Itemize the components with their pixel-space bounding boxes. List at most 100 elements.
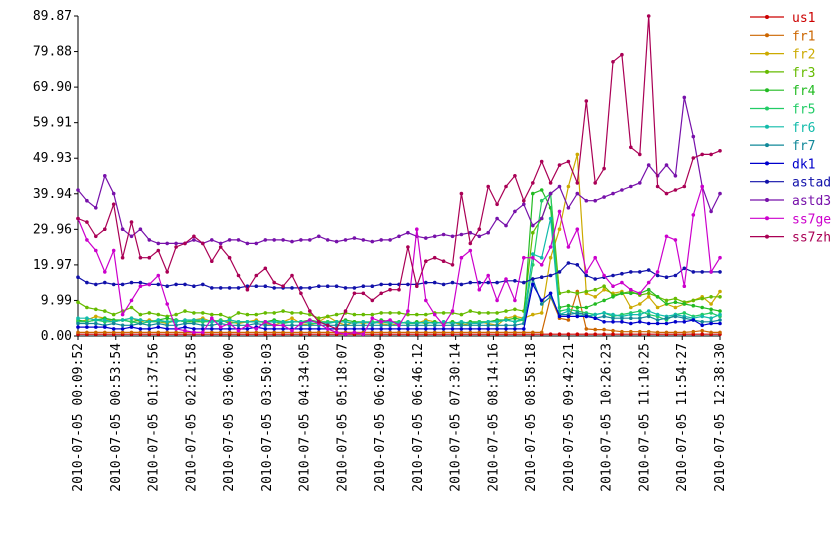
- data-point-fr4: [682, 302, 687, 306]
- data-point-ss7zh: [620, 52, 624, 57]
- legend-label: fr3: [792, 66, 815, 81]
- data-point-ss7ge: [566, 245, 571, 249]
- data-point-fr1: [611, 328, 615, 333]
- x-tick-label: 2010-07-05 00:09:52: [71, 343, 86, 492]
- data-point-ss7ge: [290, 328, 294, 333]
- data-point-astd3: [388, 238, 392, 242]
- legend-item-fr7: fr7: [750, 139, 815, 154]
- data-point-ss7ge: [352, 330, 357, 335]
- data-point-ss7zh: [111, 202, 116, 207]
- data-point-dk1: [210, 327, 214, 331]
- data-point-ss7zh: [272, 280, 277, 285]
- data-point-fr6: [548, 216, 553, 221]
- data-point-fr1: [138, 330, 143, 335]
- data-point-fr2: [531, 312, 535, 317]
- data-point-dk1: [459, 327, 464, 331]
- data-point-ss7zh: [352, 291, 357, 296]
- data-point-fr6: [94, 318, 98, 322]
- data-point-astd3: [218, 241, 223, 246]
- data-point-dk1: [575, 314, 580, 319]
- data-point-fr2: [593, 295, 597, 299]
- data-point-fr6: [602, 311, 606, 315]
- data-point-astd3: [352, 236, 357, 240]
- data-point-dk1: [593, 316, 597, 321]
- data-point-ss7ge: [646, 280, 651, 285]
- data-point-astd3: [531, 223, 535, 228]
- data-point-ss7zh: [673, 188, 678, 192]
- data-point-fr7: [664, 316, 669, 321]
- data-point-fr1: [245, 330, 250, 335]
- series-astd3: [76, 95, 722, 246]
- data-point-fr7: [201, 323, 205, 328]
- data-point-fr2: [575, 152, 580, 157]
- data-point-fr1: [103, 330, 107, 335]
- data-point-ss7zh: [299, 291, 303, 296]
- data-point-fr6: [718, 312, 722, 317]
- data-point-ss7zh: [584, 99, 589, 103]
- data-point-dk1: [397, 327, 401, 331]
- y-tick-label: 39.94: [33, 187, 72, 202]
- data-point-astad: [111, 282, 116, 287]
- data-point-us1: [700, 332, 704, 337]
- legend-swatch-marker: [765, 234, 769, 239]
- x-tick-label: 2010-07-05 11:54:27: [675, 343, 690, 492]
- data-point-dk1: [700, 323, 704, 328]
- data-point-fr5: [638, 309, 642, 313]
- data-point-us1: [638, 332, 642, 337]
- x-tick-label: 2010-07-05 03:50:03: [260, 343, 275, 492]
- data-point-ss7zh: [245, 287, 250, 292]
- data-point-dk1: [308, 327, 312, 331]
- data-point-fr2: [539, 311, 544, 315]
- data-point-fr7: [468, 323, 473, 328]
- data-point-fr3: [700, 296, 704, 301]
- series-fr6: [76, 216, 722, 326]
- data-point-astd3: [646, 163, 651, 167]
- legend-item-fr2: fr2: [750, 48, 815, 63]
- legend-swatch-marker: [765, 179, 769, 184]
- data-point-fr6: [334, 320, 339, 324]
- data-point-fr7: [165, 323, 169, 328]
- data-point-ss7ge: [664, 234, 669, 239]
- data-point-astad: [299, 286, 303, 290]
- data-point-fr1: [441, 330, 446, 335]
- data-point-dk1: [718, 321, 722, 326]
- data-point-fr1: [254, 330, 259, 335]
- data-point-fr3: [325, 314, 330, 319]
- data-point-ss7ge: [691, 213, 696, 217]
- data-point-astad: [165, 284, 169, 289]
- series-line-fr6: [78, 218, 721, 325]
- data-point-ss7ge: [192, 330, 196, 335]
- data-point-ss7ge: [201, 330, 205, 335]
- data-point-fr6: [210, 320, 214, 324]
- data-point-dk1: [513, 327, 517, 331]
- legend-swatch-marker: [765, 69, 769, 74]
- data-point-dk1: [272, 327, 277, 331]
- data-point-astd3: [486, 230, 491, 235]
- y-tick-label: 89.87: [33, 9, 72, 24]
- data-point-fr1: [486, 330, 491, 335]
- data-point-astd3: [513, 209, 517, 214]
- data-point-astd3: [120, 227, 125, 231]
- data-point-astd3: [165, 241, 169, 246]
- series-fr5: [76, 191, 722, 326]
- data-point-fr3: [183, 309, 187, 313]
- data-point-dk1: [468, 327, 473, 331]
- data-point-fr1: [522, 330, 526, 335]
- data-point-ss7zh: [76, 216, 80, 221]
- data-point-fr7: [646, 314, 651, 319]
- legend-item-dk1: dk1: [750, 157, 815, 172]
- data-point-fr7: [156, 321, 161, 326]
- data-point-dk1: [522, 327, 526, 331]
- data-point-fr7: [379, 323, 384, 328]
- data-point-fr3: [566, 289, 571, 294]
- data-point-ss7ge: [575, 227, 580, 231]
- data-point-fr1: [531, 330, 535, 335]
- data-point-ss7ge: [682, 284, 687, 289]
- data-point-ss7zh: [334, 327, 339, 331]
- data-point-ss7ge: [397, 323, 401, 328]
- data-point-astad: [352, 286, 357, 290]
- data-point-ss7ge: [236, 328, 241, 333]
- data-point-fr7: [655, 318, 660, 322]
- data-point-fr1: [379, 330, 384, 335]
- legend: us1 fr1 fr2 fr3 fr4 fr5 fr6 fr7 dk1 astad astd3 ss7…: [750, 11, 831, 246]
